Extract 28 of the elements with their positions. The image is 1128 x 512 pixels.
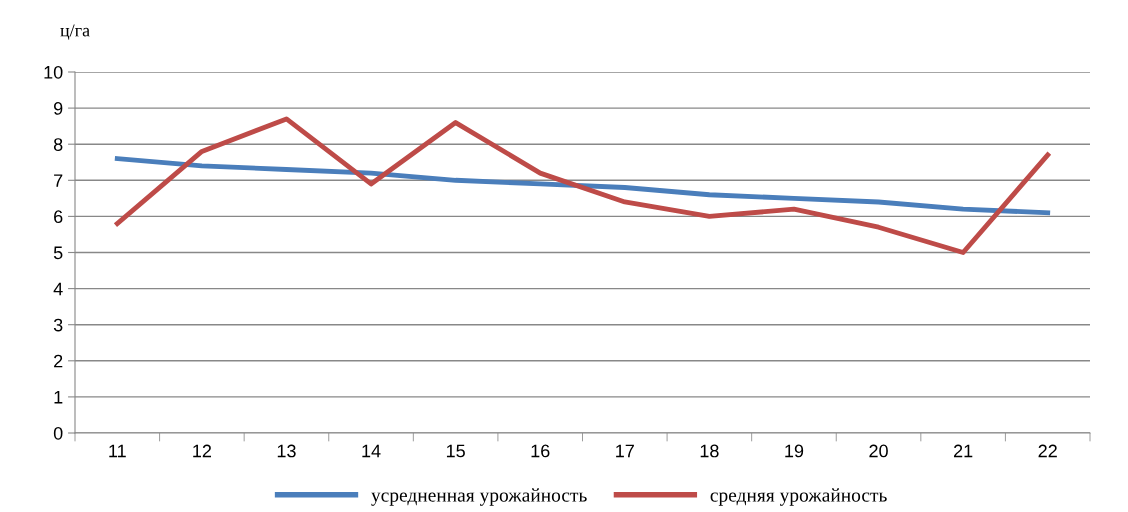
- x-tick-label: 20: [869, 444, 888, 458]
- x-tick-label: 18: [700, 444, 719, 458]
- x-tick-label: 19: [785, 444, 804, 458]
- y-tick-label: 5: [53, 246, 63, 260]
- x-tick-label: 13: [277, 444, 296, 458]
- line-series: [114, 156, 1051, 216]
- x-tick-label: 21: [953, 444, 973, 458]
- y-tick-label: 2: [54, 354, 63, 368]
- y-tick-label: 1: [54, 391, 63, 404]
- y-tick-label: 4: [53, 282, 63, 296]
- x-tick-label: 22: [1038, 444, 1057, 458]
- y-tick-label: 10: [44, 65, 63, 79]
- y-tick-label: 8: [53, 138, 63, 151]
- legend-label: усредненная урожайность: [371, 488, 587, 506]
- y-tick-label: 0: [53, 426, 63, 440]
- x-tick-label: 12: [193, 444, 212, 458]
- y-tick-label: 7: [54, 174, 63, 187]
- y-tick-label: 9: [54, 102, 63, 115]
- x-tick-label: 11: [109, 444, 126, 458]
- line-series: [114, 116, 1051, 255]
- y-axis-title: ц/га: [60, 24, 90, 40]
- legend-label: средняя урожайность: [710, 488, 887, 506]
- x-tick-label: 17: [616, 444, 634, 458]
- x-tick-label: 15: [446, 444, 465, 458]
- x-tick-label: 14: [362, 444, 381, 458]
- y-tick-label: 3: [53, 318, 63, 332]
- y-tick-label: 6: [54, 210, 63, 224]
- x-tick-label: 16: [531, 444, 550, 458]
